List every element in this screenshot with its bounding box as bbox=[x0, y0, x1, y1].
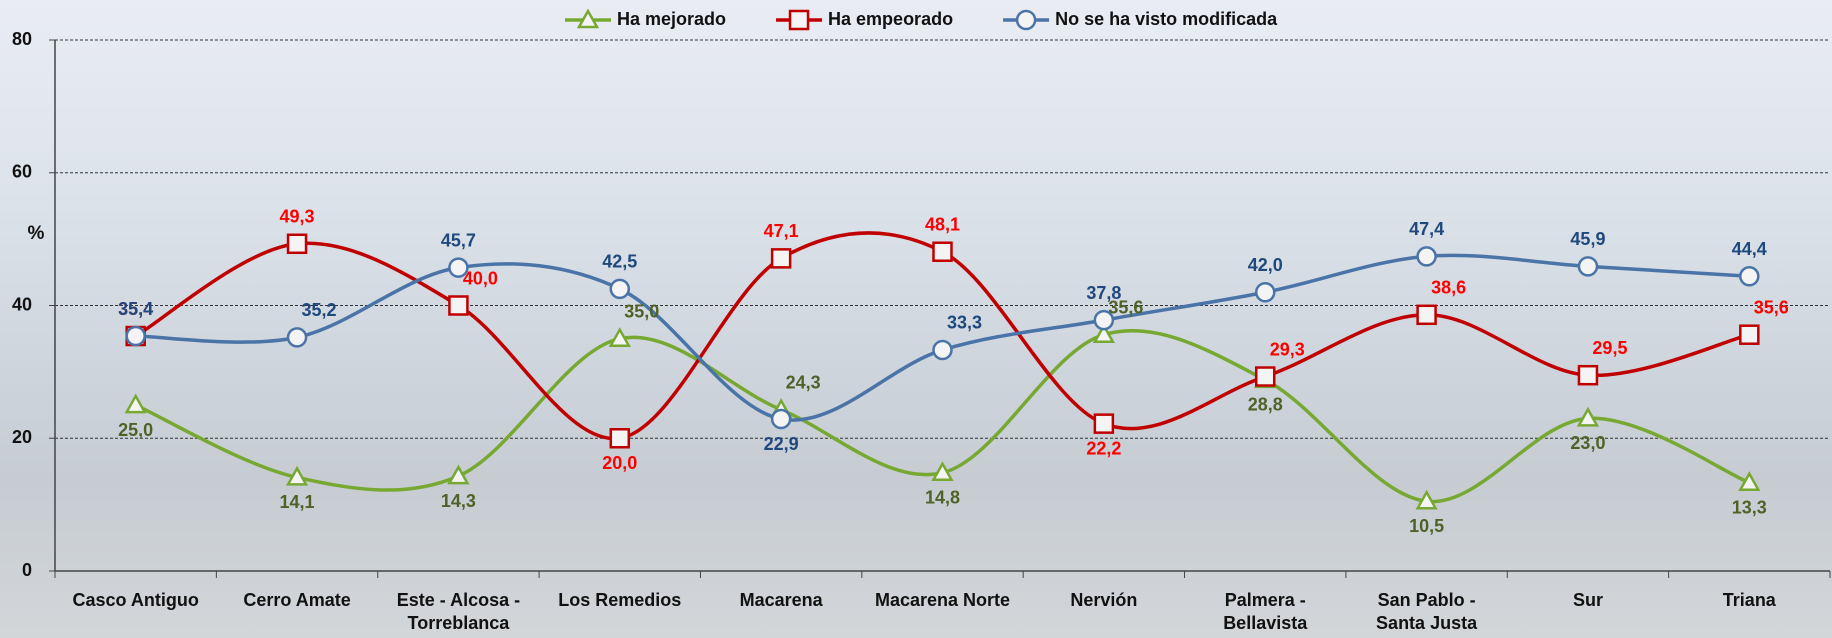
data-label: 49,3 bbox=[280, 207, 315, 227]
x-tick-label: Macarena bbox=[701, 589, 861, 612]
data-label: 14,8 bbox=[925, 488, 960, 508]
data-label: 47,4 bbox=[1409, 219, 1444, 239]
y-axis-label: % bbox=[28, 223, 45, 244]
y-tick-label: 60 bbox=[12, 162, 32, 182]
data-label: 29,5 bbox=[1592, 338, 1627, 358]
marker bbox=[1579, 257, 1597, 275]
data-label: 22,9 bbox=[764, 434, 799, 454]
marker bbox=[1579, 366, 1597, 384]
legend: Ha mejorado Ha empeorado No se ha visto mo… bbox=[565, 9, 1278, 29]
marker bbox=[288, 235, 306, 253]
marker bbox=[1256, 283, 1274, 301]
data-label: 45,7 bbox=[441, 230, 476, 250]
line bbox=[136, 233, 1750, 439]
marker bbox=[611, 280, 629, 298]
marker bbox=[449, 297, 467, 315]
y-tick-label: 80 bbox=[12, 29, 32, 49]
marker bbox=[1418, 306, 1436, 324]
x-tick-label: Triana bbox=[1669, 589, 1829, 612]
x-tick-label: San Pablo - Santa Justa bbox=[1347, 589, 1507, 635]
data-label: 47,1 bbox=[764, 221, 799, 241]
x-tick-label: Este - Alcosa - Torreblanca bbox=[378, 589, 538, 635]
data-label: 10,5 bbox=[1409, 516, 1444, 536]
data-label: 22,2 bbox=[1086, 438, 1121, 458]
x-tick-label: Cerro Amate bbox=[217, 589, 377, 612]
data-label: 20,0 bbox=[602, 453, 637, 473]
marker bbox=[1256, 368, 1274, 386]
marker bbox=[1095, 415, 1113, 433]
marker bbox=[449, 467, 467, 483]
data-label: 35,6 bbox=[1754, 297, 1789, 317]
data-label: 23,0 bbox=[1570, 433, 1605, 453]
data-label: 42,0 bbox=[1248, 255, 1283, 275]
data-label: 44,4 bbox=[1732, 239, 1767, 259]
marker bbox=[127, 396, 145, 412]
data-label: 33,3 bbox=[947, 313, 982, 333]
data-label: 25,0 bbox=[118, 420, 153, 440]
line bbox=[136, 255, 1750, 420]
data-label: 48,1 bbox=[925, 214, 960, 234]
legend-label: No se ha visto modificada bbox=[1055, 9, 1278, 29]
data-label: 37,8 bbox=[1086, 283, 1121, 303]
data-label: 24,3 bbox=[786, 372, 821, 392]
data-label: 45,9 bbox=[1570, 229, 1605, 249]
y-tick-label: 40 bbox=[12, 294, 32, 314]
legend-label: Ha mejorado bbox=[617, 9, 726, 29]
chart: % 0 20 40 60 80 25,0 14,1 14,3 35,0 24,3 14,8 35,6 2… bbox=[0, 0, 1832, 638]
data-label: 14,1 bbox=[280, 492, 315, 512]
x-tick-label: Nervión bbox=[1024, 589, 1184, 612]
data-label: 38,6 bbox=[1431, 278, 1466, 298]
data-label: 40,0 bbox=[463, 268, 498, 288]
marker bbox=[934, 243, 952, 261]
marker bbox=[127, 327, 145, 345]
marker bbox=[288, 328, 306, 346]
data-label: 35,0 bbox=[624, 301, 659, 321]
legend-marker bbox=[790, 11, 808, 29]
marker bbox=[1740, 326, 1758, 344]
data-label: 13,3 bbox=[1732, 497, 1767, 517]
marker bbox=[1740, 267, 1758, 285]
legend-marker bbox=[1017, 11, 1035, 29]
data-label: 35,4 bbox=[118, 299, 153, 319]
marker bbox=[772, 410, 790, 428]
series bbox=[127, 247, 1759, 428]
y-tick-label: 0 bbox=[22, 560, 32, 580]
data-label: 35,2 bbox=[302, 300, 337, 320]
marker bbox=[934, 341, 952, 359]
marker bbox=[772, 249, 790, 267]
marker bbox=[611, 429, 629, 447]
y-tick-label: 20 bbox=[12, 427, 32, 447]
x-tick-label: Sur bbox=[1508, 589, 1668, 612]
x-tick-label: Casco Antiguo bbox=[56, 589, 216, 612]
chart-container: % 0 20 40 60 80 25,0 14,1 14,3 35,0 24,3 14,8 35,6 2… bbox=[0, 0, 1832, 638]
x-tick-label: Palmera - Bellavista bbox=[1185, 589, 1345, 635]
marker bbox=[1418, 247, 1436, 265]
x-tick-label: Los Remedios bbox=[540, 589, 700, 612]
data-label: 42,5 bbox=[602, 252, 637, 272]
legend-label: Ha empeorado bbox=[828, 9, 953, 29]
data-label: 14,3 bbox=[441, 491, 476, 511]
x-tick-label: Macarena Norte bbox=[863, 589, 1023, 612]
data-label: 29,3 bbox=[1270, 339, 1305, 359]
data-label: 28,8 bbox=[1248, 395, 1283, 415]
